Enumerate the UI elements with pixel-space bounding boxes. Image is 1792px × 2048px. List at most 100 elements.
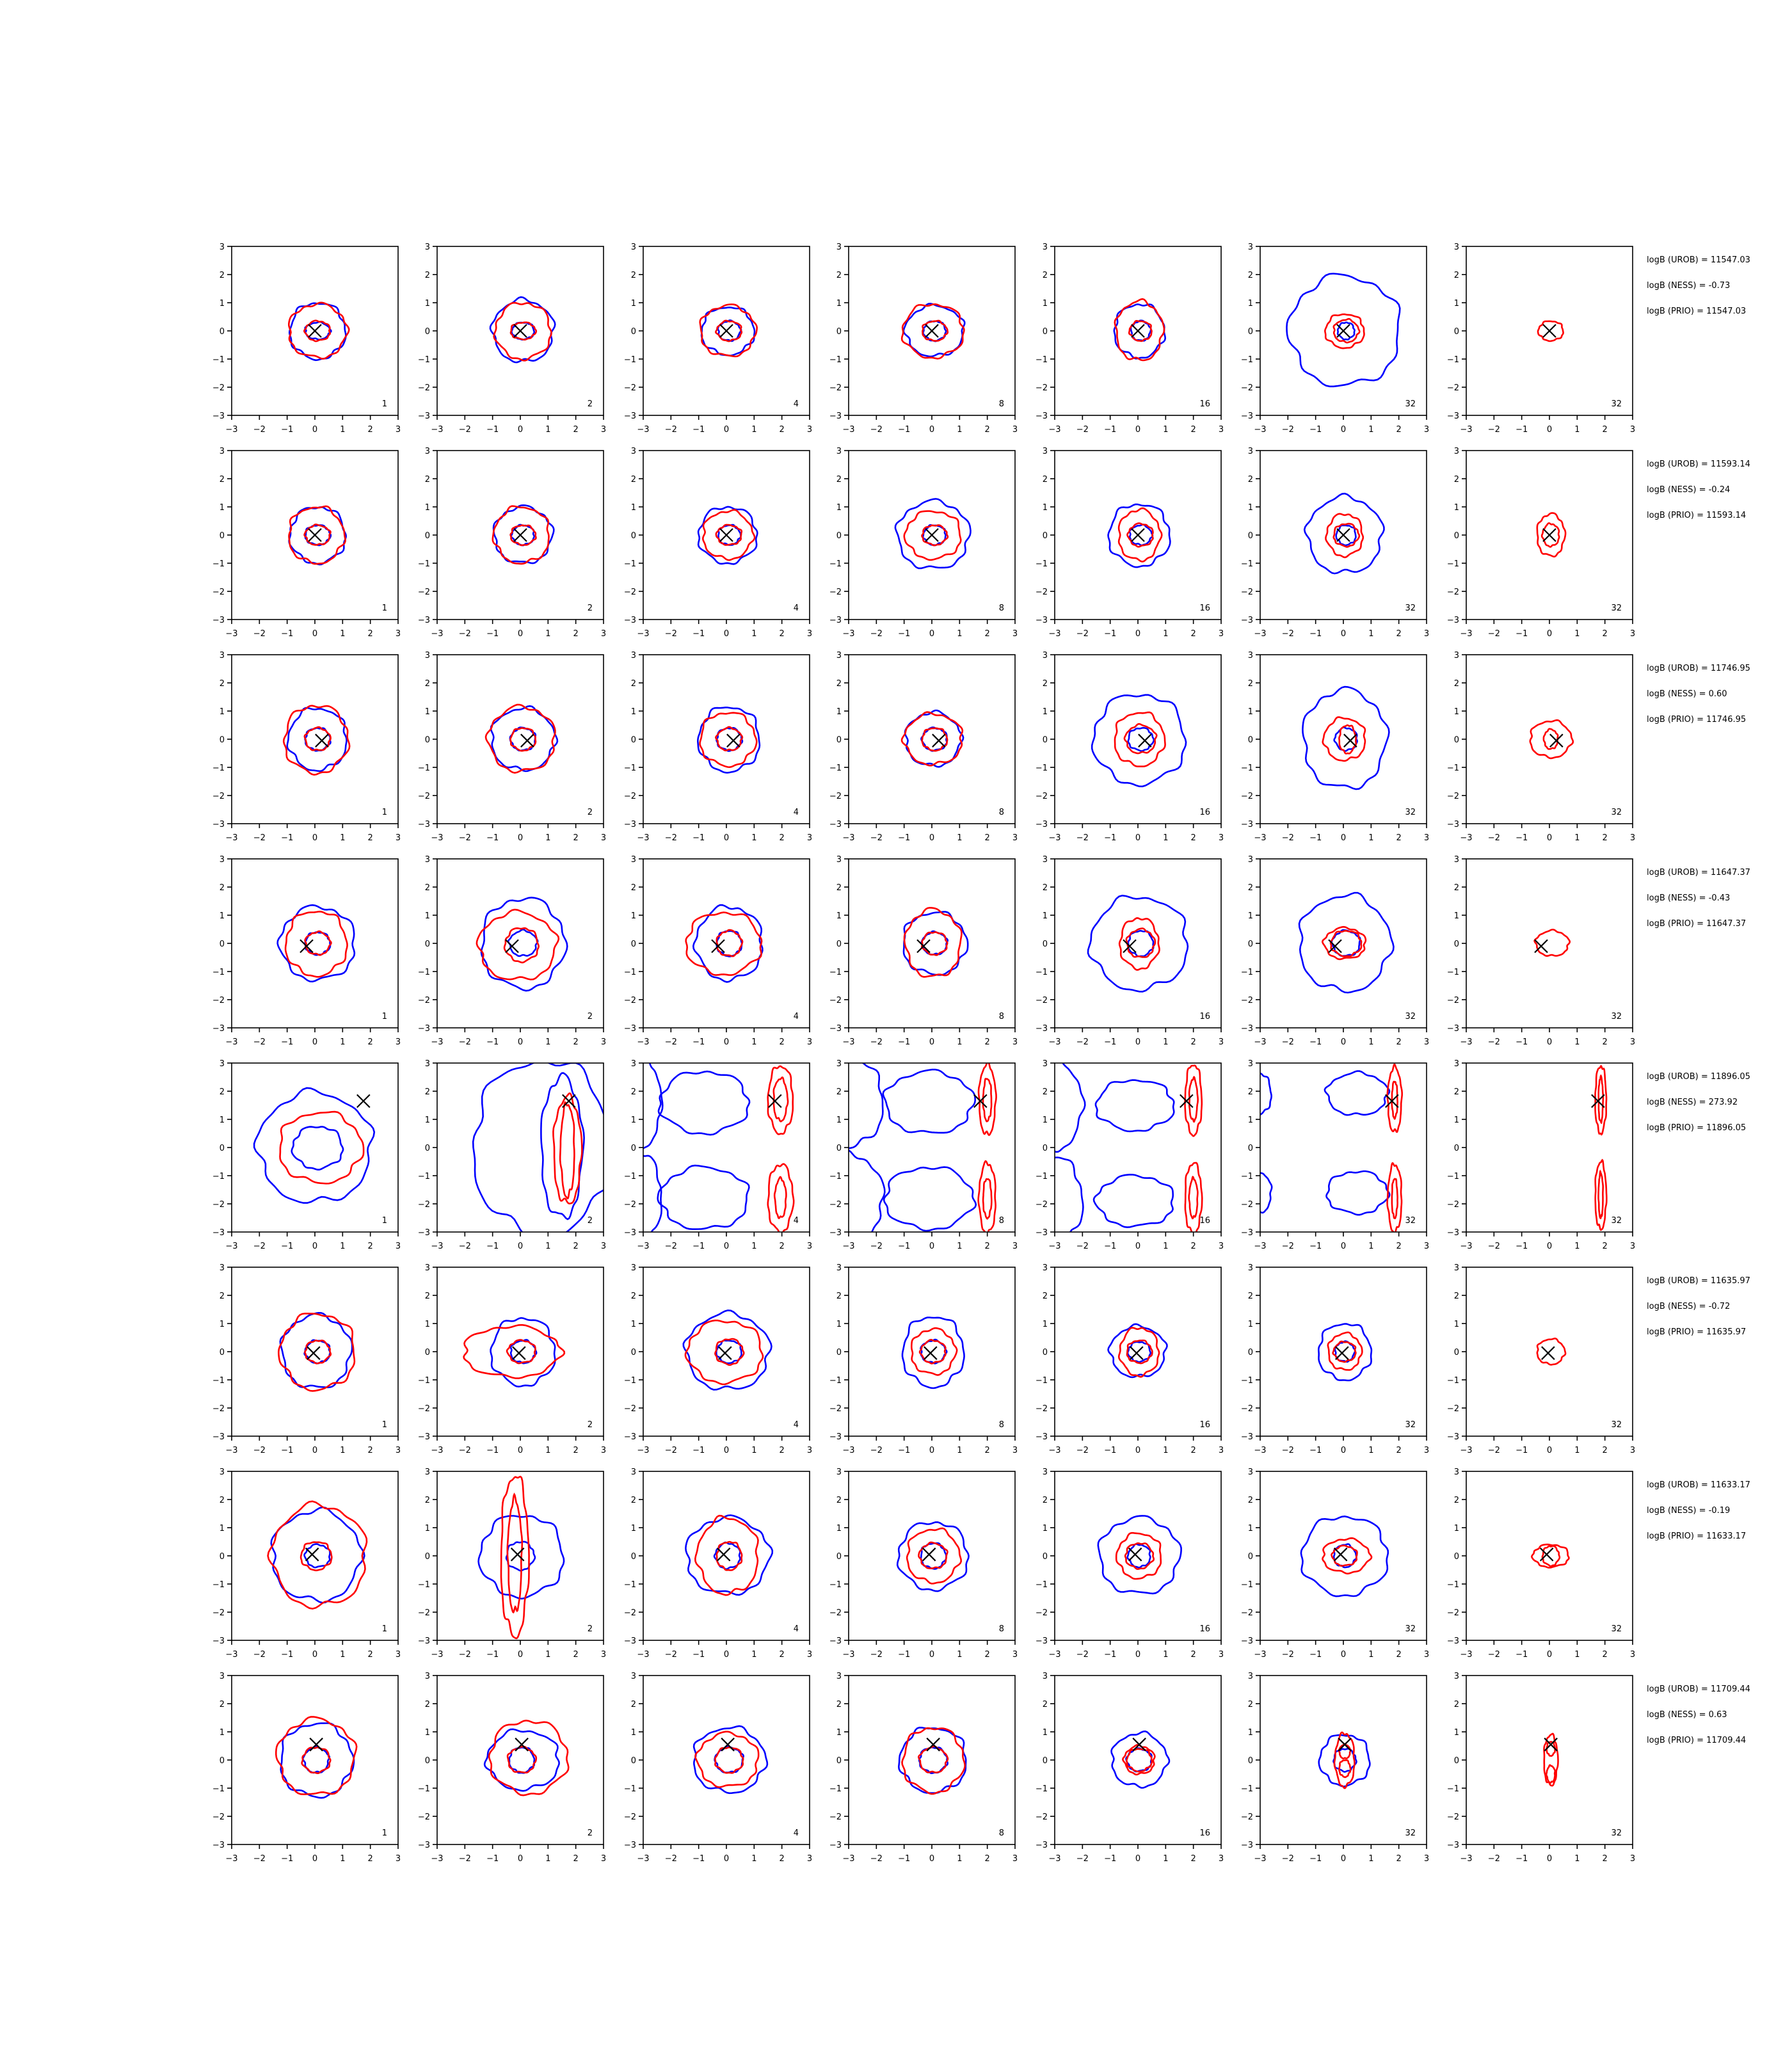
y-tick-label: 3 <box>1454 1263 1459 1273</box>
x-tick-label: 1 <box>1163 1854 1168 1864</box>
y-tick-label: −1 <box>624 1580 636 1590</box>
panel-label: 32 <box>1405 399 1416 409</box>
red-contour <box>488 1719 570 1796</box>
red-contour <box>922 319 949 342</box>
subplot-r2-c1: −3−3 −2 −2 −1 −1 0 0 1 1 2 2 3 3 1 <box>212 447 401 639</box>
x-tick-label: −3 <box>842 1242 854 1251</box>
red-contour <box>463 1324 566 1379</box>
y-tick-label: 3 <box>836 855 842 865</box>
subplot-r6-c2: −3−3 −2 −2 −1 −1 0 0 1 1 2 2 3 3 2 <box>418 1263 606 1455</box>
x-tick-label: 2 <box>985 425 990 435</box>
subplot-plot-area <box>476 897 568 992</box>
blue-contour <box>1317 1323 1373 1382</box>
x-tick-label: −3 <box>431 1854 443 1864</box>
subplot-r7-c3: −3−3 −2 −2 −1 −1 0 0 1 1 2 2 3 3 4 <box>624 1468 812 1660</box>
y-tick-label: −1 <box>418 1580 430 1590</box>
x-tick-label: 0 <box>929 425 934 435</box>
red-contour <box>1123 723 1158 755</box>
subplot-plot-area <box>900 303 966 360</box>
axes-frame <box>436 654 604 824</box>
red-contour <box>1117 1327 1160 1378</box>
x-tick-label: 0 <box>1547 833 1552 843</box>
x-tick-label: 1 <box>751 1854 756 1864</box>
x-tick-label: −1 <box>1309 1650 1322 1660</box>
subplot-r2-c7: −3−3 −2 −2 −1 −1 0 0 1 1 2 2 3 3 32 <box>1447 447 1635 639</box>
y-tick-label: 1 <box>1043 299 1048 308</box>
red-contour <box>921 524 949 547</box>
red-contour <box>492 505 550 565</box>
y-tick-label: −2 <box>829 792 842 801</box>
red-contour <box>1115 1532 1162 1580</box>
y-tick-label: −2 <box>212 1404 225 1414</box>
y-tick-label: 1 <box>1043 1524 1048 1533</box>
blue-contour <box>472 1063 604 1232</box>
x-tick-label: −1 <box>1104 1854 1116 1864</box>
y-tick-label: −2 <box>829 588 842 597</box>
x-tick-label: −3 <box>1048 629 1060 639</box>
y-tick-label: 1 <box>836 911 842 921</box>
y-tick-label: 0 <box>1248 940 1253 949</box>
x-tick-label: 1 <box>1368 425 1373 435</box>
x-tick-label: −1 <box>1309 629 1322 639</box>
y-tick-label: −1 <box>1241 1376 1253 1386</box>
red-contour <box>694 1731 760 1788</box>
true-value-marker <box>512 1346 526 1360</box>
subplot-plot-area <box>894 498 972 570</box>
blue-contour <box>253 1087 376 1204</box>
y-tick-label: −1 <box>1036 764 1048 773</box>
x-tick-label: 0 <box>1341 1854 1346 1864</box>
subplot-plot-area <box>1298 892 1395 994</box>
blue-contour <box>700 306 756 356</box>
x-tick-label: −3 <box>1048 425 1060 435</box>
subplot-plot-area <box>1055 1063 1203 1232</box>
x-tick-label: 0 <box>518 425 523 435</box>
x-tick-label: 3 <box>1012 1650 1018 1660</box>
subplot-r2-c3: −3−3 −2 −2 −1 −1 0 0 1 1 2 2 3 3 4 <box>624 447 812 639</box>
x-tick-label: 2 <box>368 1037 373 1047</box>
subplot-r8-c1: −3−3 −2 −2 −1 −1 0 0 1 1 2 2 3 3 1 <box>212 1672 401 1864</box>
axes-frame <box>1466 858 1633 1028</box>
panel-label: 16 <box>1199 1216 1210 1226</box>
y-tick-label: −2 <box>418 1812 430 1822</box>
y-tick-label: 3 <box>836 243 842 252</box>
x-tick-label: −2 <box>459 629 471 639</box>
subplot-r7-c6: −3−3 −2 −2 −1 −1 0 0 1 1 2 2 3 3 32 <box>1241 1468 1429 1660</box>
y-tick-label: 1 <box>836 1524 842 1533</box>
panel-label: 16 <box>1199 808 1210 817</box>
y-tick-label: −3 <box>1241 616 1253 625</box>
y-tick-label: −3 <box>1241 820 1253 829</box>
subplot-r1-c1: −3−3 −2 −2 −1 −1 0 0 1 1 2 2 3 3 1 <box>212 243 401 435</box>
x-tick-label: 3 <box>1219 1242 1224 1251</box>
y-tick-label: 3 <box>1043 651 1048 660</box>
x-tick-label: −3 <box>431 1242 443 1251</box>
blue-contour <box>279 1311 353 1389</box>
x-tick-label: 3 <box>1219 629 1224 639</box>
red-contour <box>917 1745 949 1773</box>
blue-contour <box>896 1521 970 1592</box>
x-tick-label: 0 <box>1135 1650 1140 1660</box>
x-tick-label: 1 <box>340 1446 345 1455</box>
x-tick-label: −2 <box>1488 629 1500 639</box>
x-tick-label: 1 <box>340 1854 345 1864</box>
x-tick-label: 0 <box>312 1242 317 1251</box>
y-tick-label: 1 <box>1248 911 1253 921</box>
y-tick-label: −3 <box>1036 412 1048 421</box>
y-tick-label: −3 <box>1241 1432 1253 1442</box>
y-tick-label: 1 <box>631 503 636 513</box>
x-tick-label: 2 <box>368 833 373 843</box>
red-contour <box>284 910 348 978</box>
x-tick-label: 3 <box>1424 425 1429 435</box>
true-value-marker <box>1138 733 1152 748</box>
blue-contour <box>643 1063 664 1149</box>
red-contour <box>1536 512 1567 557</box>
axes-frame <box>848 654 1016 824</box>
y-tick-label: 3 <box>425 651 430 660</box>
x-tick-label: 2 <box>1603 1854 1608 1864</box>
blue-contour <box>483 1728 560 1792</box>
x-tick-label: 2 <box>985 1242 990 1251</box>
y-tick-label: 0 <box>1248 1348 1253 1357</box>
true-value-marker <box>1534 939 1548 954</box>
y-tick-label: 3 <box>425 243 430 252</box>
blue-contour <box>1097 1515 1182 1595</box>
x-tick-label: −3 <box>431 1037 443 1047</box>
